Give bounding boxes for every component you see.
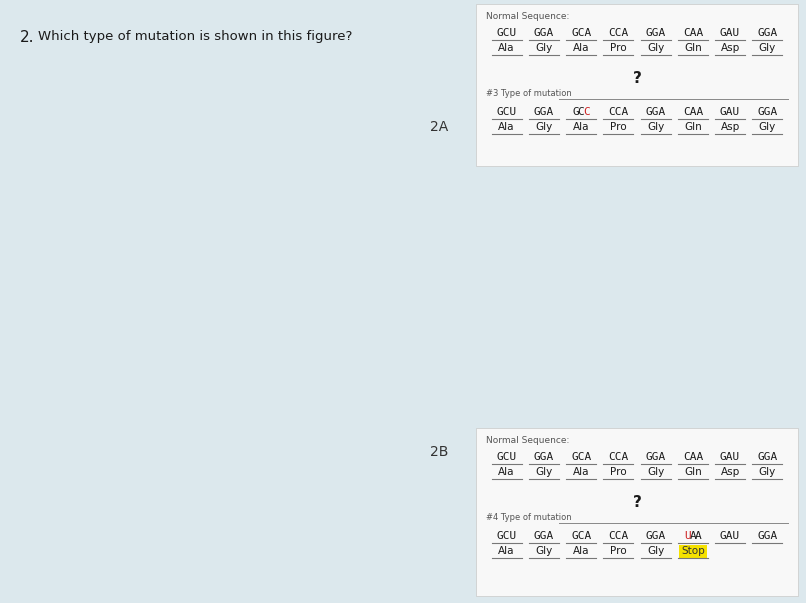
Text: GAU: GAU (720, 531, 740, 541)
Text: #4 Type of mutation: #4 Type of mutation (486, 513, 571, 522)
Text: Gln: Gln (684, 467, 702, 477)
Text: CCA: CCA (609, 531, 629, 541)
Text: Asp: Asp (721, 122, 740, 132)
Text: Stop: Stop (681, 546, 704, 556)
Bar (679, 545, 707, 559)
Text: GCU: GCU (496, 452, 517, 462)
Text: Asp: Asp (721, 467, 740, 477)
Bar (476, 428, 798, 596)
Text: GGA: GGA (646, 531, 666, 541)
Text: Ala: Ala (573, 43, 589, 53)
Text: Asp: Asp (721, 43, 740, 53)
Text: Gly: Gly (535, 546, 552, 556)
Text: Gly: Gly (647, 122, 664, 132)
Text: U: U (684, 531, 691, 541)
Text: GCA: GCA (571, 28, 592, 38)
Text: Gly: Gly (758, 122, 776, 132)
Text: GAU: GAU (720, 28, 740, 38)
Text: Gly: Gly (758, 43, 776, 53)
Text: GGA: GGA (758, 452, 778, 462)
Text: Gln: Gln (684, 43, 702, 53)
Text: Gly: Gly (647, 467, 664, 477)
Text: Gly: Gly (647, 43, 664, 53)
Text: ?: ? (633, 495, 642, 510)
Text: GCU: GCU (496, 531, 517, 541)
Text: Gly: Gly (535, 467, 552, 477)
Text: 2B: 2B (430, 445, 448, 459)
Text: Ala: Ala (573, 122, 589, 132)
Text: C: C (578, 107, 584, 117)
Text: 2.: 2. (20, 30, 35, 45)
Text: Ala: Ala (498, 546, 515, 556)
Text: GGA: GGA (758, 531, 778, 541)
Text: GAU: GAU (720, 107, 740, 117)
Text: Pro: Pro (610, 467, 627, 477)
Text: ?: ? (633, 71, 642, 86)
Text: GCU: GCU (496, 28, 517, 38)
Text: Gly: Gly (647, 546, 664, 556)
Text: GCA: GCA (571, 531, 592, 541)
Text: GGA: GGA (646, 452, 666, 462)
Text: GGA: GGA (646, 28, 666, 38)
Text: Pro: Pro (610, 546, 627, 556)
Text: Which type of mutation is shown in this figure?: Which type of mutation is shown in this … (38, 30, 352, 43)
Text: Ala: Ala (498, 43, 515, 53)
Text: A: A (695, 531, 702, 541)
Text: Ala: Ala (573, 546, 589, 556)
Text: Gln: Gln (684, 122, 702, 132)
Text: Ala: Ala (498, 122, 515, 132)
Text: GGA: GGA (534, 531, 554, 541)
Text: Pro: Pro (610, 122, 627, 132)
Text: GGA: GGA (646, 107, 666, 117)
Text: Pro: Pro (610, 43, 627, 53)
Text: CCA: CCA (609, 28, 629, 38)
Text: Normal Sequence:: Normal Sequence: (486, 12, 569, 21)
Text: GGA: GGA (534, 28, 554, 38)
Text: Gly: Gly (535, 122, 552, 132)
Text: #3 Type of mutation: #3 Type of mutation (486, 89, 571, 98)
Text: C: C (584, 107, 590, 117)
Text: CCA: CCA (609, 452, 629, 462)
Text: A: A (689, 531, 696, 541)
Text: GGA: GGA (534, 452, 554, 462)
Text: GCU: GCU (496, 107, 517, 117)
Text: CCA: CCA (609, 107, 629, 117)
Text: CAA: CAA (683, 107, 703, 117)
Text: GGA: GGA (534, 107, 554, 117)
Bar (476, 4, 798, 166)
Text: Gly: Gly (535, 43, 552, 53)
Text: GAU: GAU (720, 452, 740, 462)
Text: CAA: CAA (683, 28, 703, 38)
Text: GCA: GCA (571, 452, 592, 462)
Text: Gly: Gly (758, 467, 776, 477)
Text: 2A: 2A (430, 120, 448, 134)
Text: Ala: Ala (573, 467, 589, 477)
Text: Normal Sequence:: Normal Sequence: (486, 436, 569, 445)
Text: CAA: CAA (683, 452, 703, 462)
Text: GGA: GGA (758, 28, 778, 38)
Text: G: G (572, 107, 579, 117)
Text: GGA: GGA (758, 107, 778, 117)
Text: Ala: Ala (498, 467, 515, 477)
